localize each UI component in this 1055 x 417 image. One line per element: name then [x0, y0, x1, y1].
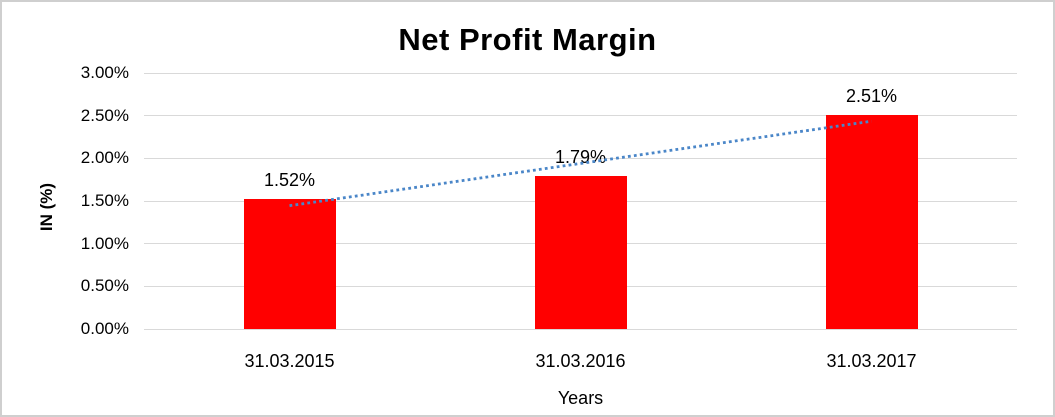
data-label: 2.51%: [845, 85, 898, 106]
y-axis-tick-label: 2.00%: [80, 148, 129, 168]
y-axis-tick-label: 2.50%: [80, 105, 129, 125]
y-gridline: [144, 72, 1017, 74]
chart-title: Net Profit Margin: [398, 22, 657, 57]
y-axis-tick-label: 0.50%: [80, 276, 129, 296]
y-axis-tick-label: 0.00%: [80, 319, 129, 338]
bar-31.03.2016: [534, 176, 627, 329]
y-axis-tick-label: 1.50%: [80, 191, 129, 210]
y-gridline: [144, 115, 1017, 117]
y-axis-tick-label: 3.00%: [80, 63, 129, 82]
bar-31.03.2017: [825, 114, 918, 329]
x-axis-tick-label: 31.03.2016: [535, 351, 626, 371]
x-axis-title: Years: [557, 388, 604, 408]
data-label: 1.79%: [554, 147, 607, 168]
y-axis-tick-label: 1.00%: [80, 233, 129, 253]
x-axis-tick-label: 31.03.2015: [244, 351, 335, 371]
bar-31.03.2015: [243, 199, 336, 329]
x-axis-tick-label: 31.03.2017: [826, 351, 917, 371]
data-label: 1.52%: [263, 170, 316, 191]
y-gridline: [144, 328, 1017, 330]
